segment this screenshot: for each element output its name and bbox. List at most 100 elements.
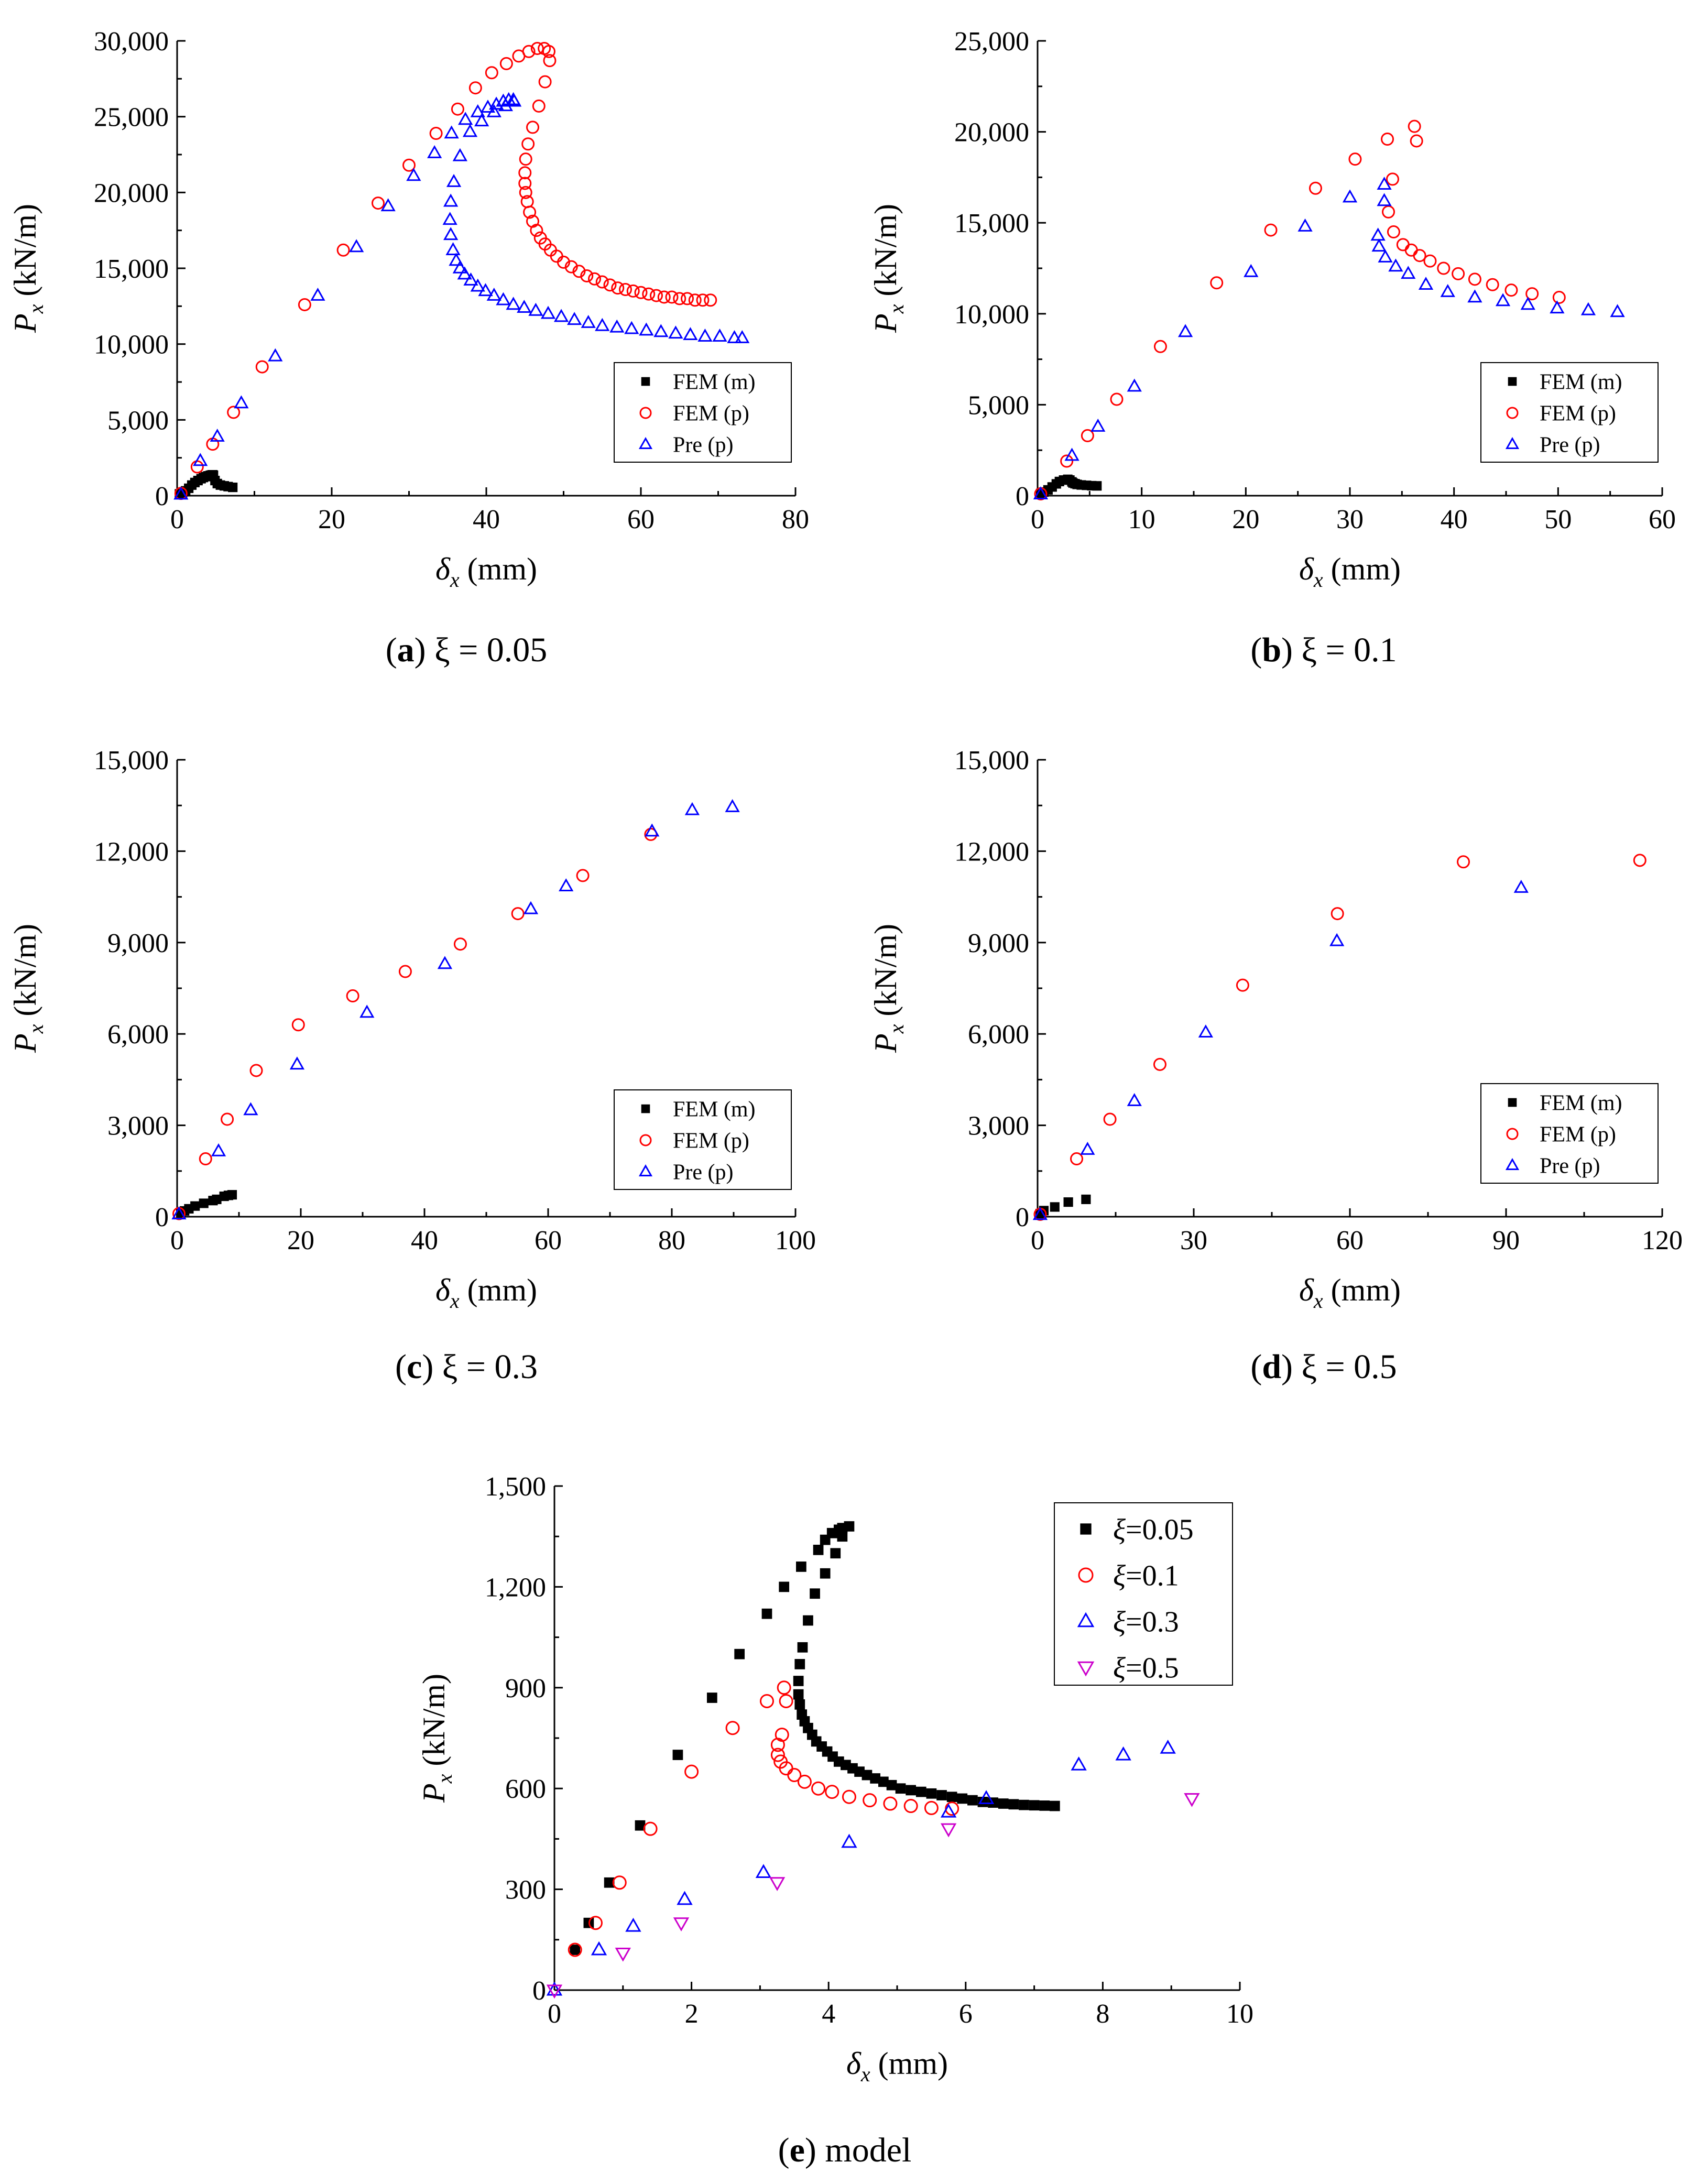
data-point — [1049, 1800, 1060, 1811]
data-point — [825, 1785, 839, 1799]
data-point — [581, 315, 596, 328]
data-point — [1184, 1793, 1200, 1807]
x-axis-label: δx (mm) — [846, 2046, 948, 2086]
legend-marker — [639, 407, 652, 419]
legend-marker — [1080, 1523, 1092, 1535]
legend: FEM (m) FEM (p) Pre (p) — [614, 362, 792, 463]
data-point — [603, 278, 617, 292]
data-point — [673, 1917, 690, 1931]
x-axis-unit: (mm) — [1323, 1273, 1401, 1307]
data-point — [793, 1676, 804, 1686]
data-point — [643, 1821, 658, 1836]
data-point — [1127, 1093, 1142, 1106]
x-axis-symbol: δ — [1299, 552, 1314, 586]
data-point — [526, 121, 539, 134]
legend: FEM (m) FEM (p) Pre (p) — [1480, 1083, 1659, 1184]
y-axis-label: Px (kN/m) — [8, 924, 48, 1053]
y-axis-unit: (kN/m) — [8, 204, 42, 304]
caption-open-paren: ( — [395, 1348, 407, 1386]
y-tick-label: 15,000 — [954, 746, 1029, 776]
y-tick-label: 0 — [1016, 482, 1029, 511]
data-point — [957, 1793, 968, 1804]
data-point — [794, 1659, 805, 1669]
legend-label: FEM (m) — [673, 1098, 756, 1122]
legend-label: FEM (m) — [1540, 1091, 1622, 1116]
data-point — [380, 198, 396, 212]
data-point — [564, 260, 578, 274]
data-point — [1513, 880, 1529, 893]
legend-name: =0.3 — [1126, 1606, 1179, 1639]
series-triangle-up — [1033, 177, 1625, 499]
data-point — [522, 45, 536, 58]
data-point — [485, 66, 498, 80]
x-tick-label: 100 — [775, 1226, 816, 1255]
legend-label: FEM (p) — [1540, 1123, 1616, 1147]
legend-name: Pre (p) — [1540, 433, 1600, 457]
data-point — [803, 1615, 813, 1626]
data-point — [1378, 249, 1393, 263]
data-point — [1370, 227, 1386, 241]
data-point — [519, 152, 532, 166]
data-point — [727, 330, 742, 343]
legend-label: FEM (p) — [1540, 402, 1616, 426]
data-point — [453, 937, 467, 951]
data-point — [255, 360, 269, 374]
legend-marker — [638, 436, 653, 449]
x-tick-label: 0 — [1031, 1226, 1044, 1255]
data-point — [998, 1798, 1009, 1809]
data-point — [725, 799, 740, 812]
data-point — [193, 453, 208, 466]
data-point — [978, 1790, 995, 1804]
x-tick-label: 20 — [1232, 505, 1259, 534]
x-axis-subscript: x — [1313, 1289, 1323, 1313]
y-tick-label: 9,000 — [107, 929, 169, 958]
x-tick-label: 40 — [1441, 505, 1468, 534]
caption-close-paren: ) — [415, 631, 426, 669]
y-axis-subscript: x — [885, 304, 908, 314]
series-triangle-down — [546, 1793, 1200, 1999]
data-point — [546, 1984, 563, 1999]
data-point — [810, 1588, 820, 1599]
data-point — [1418, 277, 1434, 290]
x-tick-label: 80 — [658, 1226, 685, 1255]
data-point — [837, 1531, 848, 1542]
legend-label: Pre (p) — [673, 433, 733, 457]
y-axis-label: Px (kN/m) — [868, 924, 908, 1053]
legend-name: FEM (m) — [673, 1098, 756, 1122]
data-point — [429, 126, 443, 140]
data-point — [696, 293, 710, 307]
data-point — [1440, 283, 1455, 297]
data-point — [190, 1201, 200, 1211]
y-tick-label: 12,000 — [94, 837, 169, 867]
x-tick-label: 120 — [1642, 1226, 1683, 1255]
x-tick-label: 80 — [782, 505, 809, 534]
data-point — [1080, 1141, 1095, 1155]
data-point — [684, 802, 700, 815]
data-point — [457, 266, 472, 280]
data-point — [528, 302, 543, 316]
data-point — [402, 158, 416, 172]
data-point — [470, 278, 485, 292]
data-point — [398, 965, 412, 978]
y-tick-label: 30,000 — [94, 27, 169, 57]
data-point — [349, 239, 364, 253]
data-point — [173, 486, 189, 500]
x-axis-symbol: δ — [1299, 1273, 1314, 1307]
data-point — [1033, 486, 1049, 499]
data-point — [1244, 264, 1259, 277]
data-point — [346, 989, 359, 1003]
x-tick-label: 10 — [1226, 1999, 1253, 2029]
data-point — [567, 312, 582, 325]
data-point — [681, 292, 694, 305]
data-point — [842, 1789, 856, 1804]
series-circle — [1033, 854, 1647, 1221]
data-point — [619, 283, 632, 297]
legend-label: FEM (p) — [673, 1129, 749, 1153]
data-point — [1382, 205, 1395, 219]
data-point — [787, 1768, 802, 1783]
x-tick-label: 8 — [1096, 1999, 1109, 2029]
data-point — [1029, 1800, 1040, 1811]
data-point — [1468, 272, 1481, 286]
data-point — [486, 104, 501, 117]
